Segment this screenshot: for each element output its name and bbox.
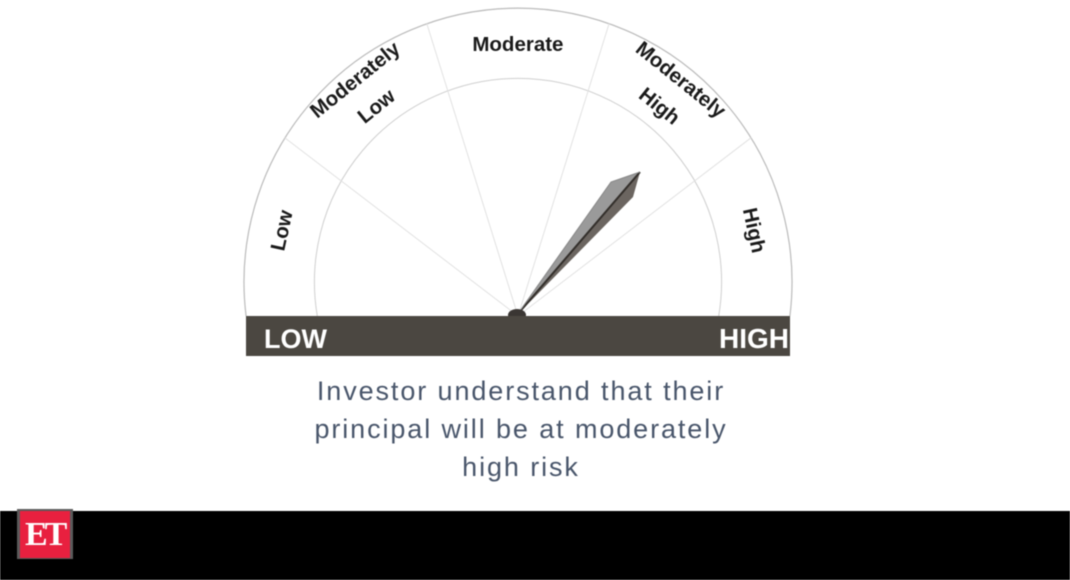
svg-text:LOW: LOW: [264, 324, 327, 354]
svg-text:HIGH: HIGH: [719, 323, 789, 354]
svg-text:Moderate: Moderate: [472, 33, 563, 56]
svg-text:Low: Low: [266, 208, 297, 253]
svg-text:High: High: [738, 206, 770, 255]
